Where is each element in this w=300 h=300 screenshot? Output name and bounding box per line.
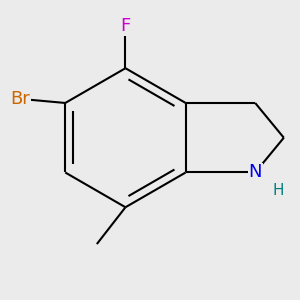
Text: N: N [248,164,262,181]
Text: F: F [120,17,130,35]
Text: Br: Br [11,90,30,108]
Text: H: H [272,183,284,198]
